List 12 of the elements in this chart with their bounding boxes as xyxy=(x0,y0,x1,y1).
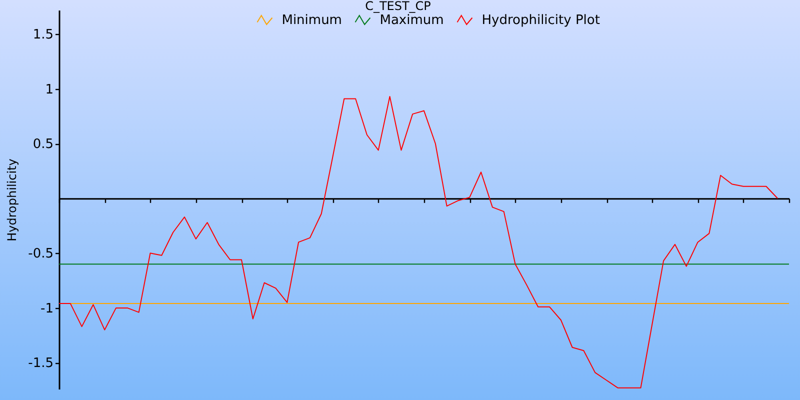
chart-title: C_TEST_CP xyxy=(364,0,432,13)
y-tick-label: 0.5 xyxy=(32,137,54,152)
y-tick-label: -0.5 xyxy=(28,246,54,262)
legend-label: Minimum xyxy=(282,13,342,28)
legend-label: Maximum xyxy=(380,13,444,28)
legend-label: Hydrophilicity Plot xyxy=(482,13,600,28)
y-axis-title: Hydrophilicity xyxy=(5,158,20,242)
y-tick-label: -1 xyxy=(40,301,54,316)
y-tick-label: 1 xyxy=(45,82,54,98)
y-tick-label: -1.5 xyxy=(28,356,54,372)
y-tick-label: 1.5 xyxy=(32,28,54,43)
line-series xyxy=(58,96,778,388)
